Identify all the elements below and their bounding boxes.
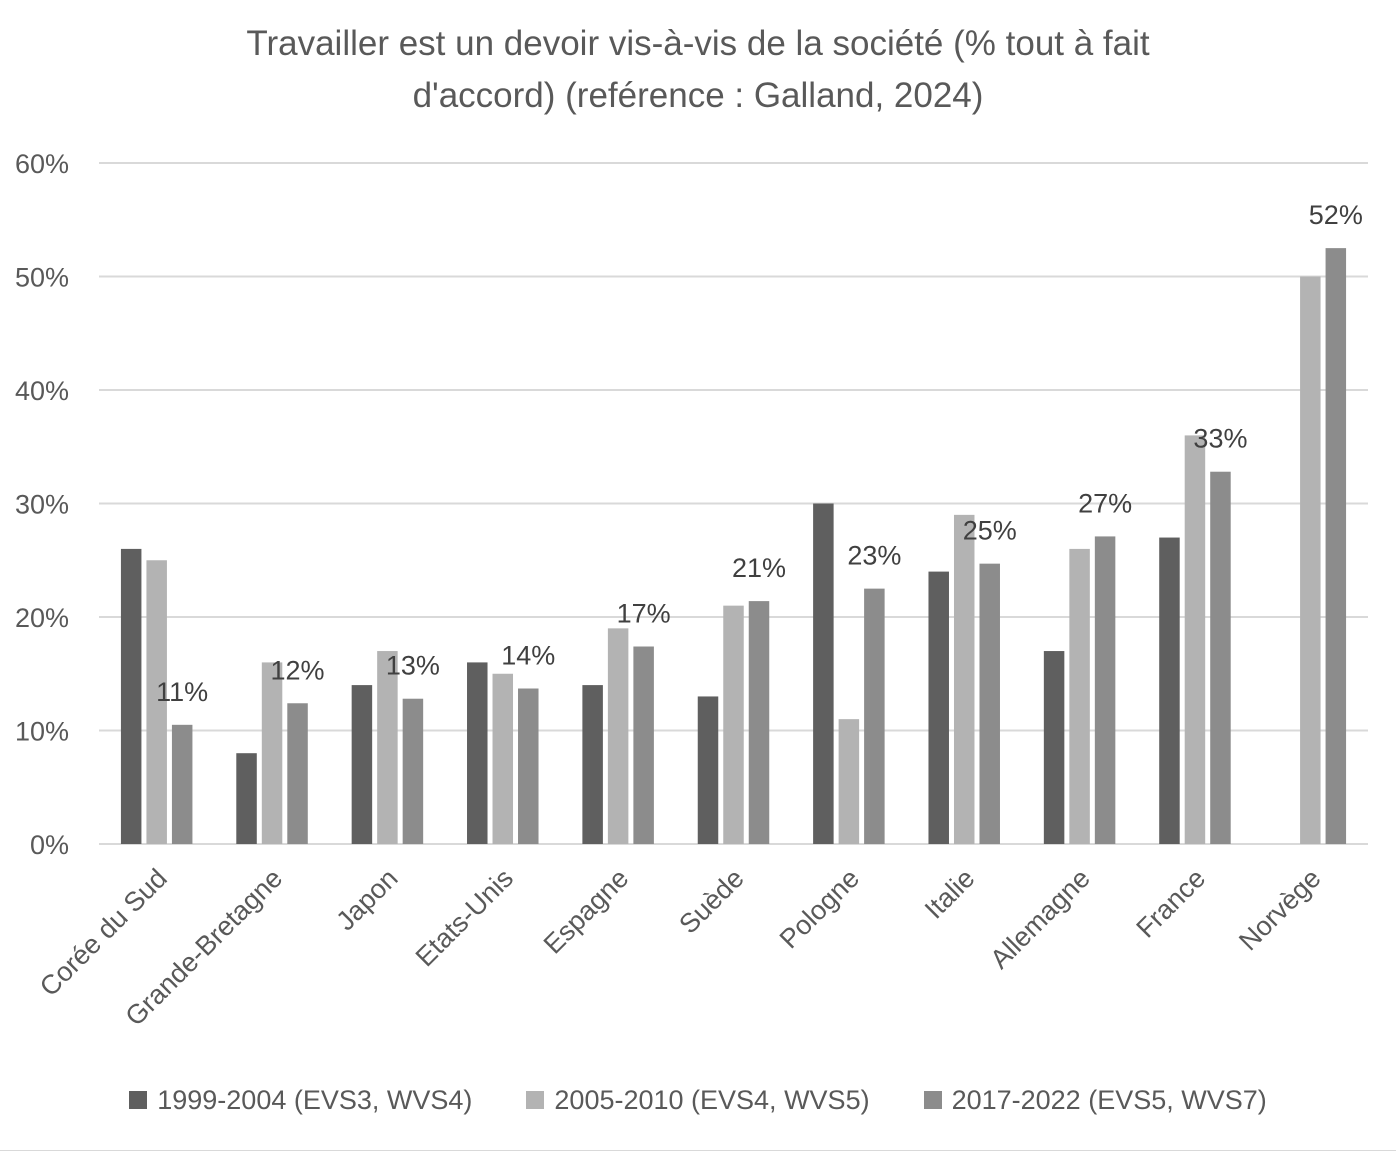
data-label: 52% [1309, 200, 1363, 230]
bar [171, 724, 193, 844]
data-label: 14% [501, 641, 555, 671]
bar [1069, 548, 1090, 844]
bar [377, 651, 398, 844]
legend-swatch [526, 1091, 545, 1109]
bar [723, 605, 744, 844]
bar [492, 673, 514, 844]
bar [261, 662, 283, 844]
bar [748, 601, 770, 844]
data-label: 33% [1193, 424, 1247, 454]
bar [402, 698, 424, 844]
bar [838, 719, 860, 844]
bar [813, 503, 834, 844]
bar [1094, 536, 1116, 844]
bar [236, 753, 257, 844]
data-label: 21% [732, 553, 786, 583]
legend-label: 2017-2022 (EVS5, WVS7) [951, 1084, 1267, 1115]
data-label: 11% [156, 677, 208, 707]
bar [607, 628, 629, 844]
x-tick-label: Suède [673, 863, 749, 939]
bar [467, 662, 488, 844]
bar [582, 685, 603, 844]
legend-item-series-3: 2017-2022 (EVS5, WVS7) [923, 1084, 1267, 1116]
legend-swatch [129, 1091, 148, 1109]
data-label: 23% [847, 541, 901, 571]
bar [953, 514, 975, 844]
bar [351, 685, 373, 844]
y-tick-label: 50% [15, 263, 69, 293]
x-tick-label: Italie [919, 863, 981, 925]
y-tick-label: 30% [15, 490, 69, 520]
bar [287, 703, 308, 844]
bar [1043, 651, 1065, 844]
data-label: 17% [617, 599, 671, 629]
legend: 1999-2004 (EVS3, WVS4) 2005-2010 (EVS4, … [0, 1078, 1396, 1122]
x-tick-label: Etats-Unis [410, 863, 519, 972]
bottom-divider [0, 1150, 1396, 1151]
data-label: 27% [1078, 488, 1132, 518]
bar [1325, 248, 1347, 844]
legend-label: 2005-2010 (EVS4, WVS5) [554, 1084, 870, 1115]
y-tick-label: 20% [15, 603, 69, 633]
bar [864, 588, 885, 844]
chart-title: Travailler est un devoir vis-à-vis de la… [0, 18, 1396, 122]
bar [633, 646, 654, 844]
chart-title-line-1: Travailler est un devoir vis-à-vis de la… [246, 24, 1150, 63]
x-tick-label: Espagne [538, 863, 635, 960]
bar [120, 548, 142, 844]
chart-title-line-2: d'accord) (reférence : Galland, 2024) [412, 76, 984, 115]
y-tick-label: 40% [15, 376, 69, 406]
y-axis-ticks: 0% 10% 20% 30% 40% 50% 60% [15, 149, 69, 860]
bar [146, 560, 167, 844]
bars [120, 248, 1347, 844]
x-tick-label: France [1131, 863, 1212, 944]
data-label: 13% [386, 651, 440, 681]
y-tick-label: 10% [15, 717, 69, 747]
bar [1210, 471, 1231, 844]
data-labels: 11% 12% 13% 14% 17% 21% 23% 25% 27% 33% 52% [156, 200, 1363, 707]
data-label: 12% [271, 655, 325, 685]
bar [697, 696, 719, 844]
x-tick-label: Allemagne [984, 863, 1095, 974]
x-tick-label: Japon [330, 863, 403, 936]
bar [928, 571, 949, 844]
bar [518, 688, 539, 844]
bar [1300, 276, 1321, 844]
y-tick-label: 60% [15, 149, 69, 179]
legend-item-series-1: 1999-2004 (EVS3, WVS4) [129, 1085, 472, 1116]
x-tick-label: Pologne [774, 863, 865, 954]
x-tick-label: Norvège [1233, 863, 1326, 956]
y-tick-label: 0% [30, 830, 69, 860]
bar [979, 563, 1000, 844]
legend-item-series-2: 2005-2010 (EVS4, WVS5) [526, 1084, 870, 1116]
data-label: 25% [963, 516, 1017, 546]
legend-swatch [923, 1091, 942, 1109]
legend-label: 1999-2004 (EVS3, WVS4) [157, 1084, 473, 1115]
bar [1159, 537, 1180, 844]
bar [1184, 435, 1206, 844]
